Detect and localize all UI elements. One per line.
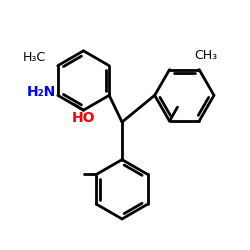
Text: CH₃: CH₃: [194, 49, 217, 62]
Text: HO: HO: [72, 111, 95, 125]
Text: H₃C: H₃C: [23, 51, 46, 64]
Text: H₂N: H₂N: [26, 85, 56, 99]
